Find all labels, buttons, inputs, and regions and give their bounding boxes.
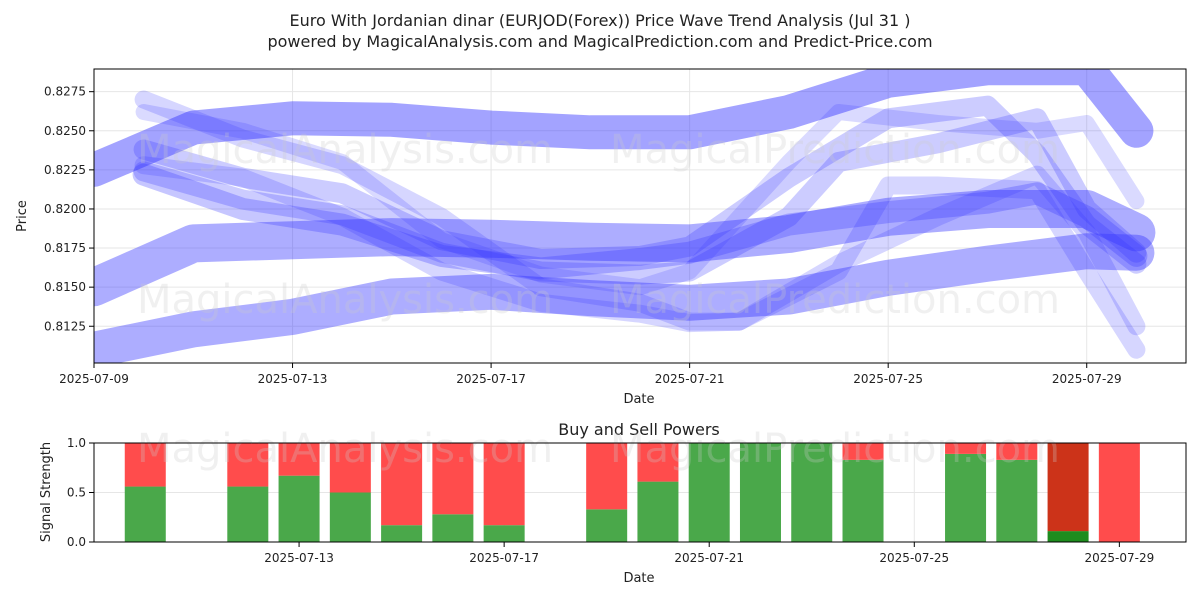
top-plot-frame [93,68,1187,364]
top-y-tick-label: 0.8275 [44,85,86,99]
buy-power-bar [278,475,320,542]
sell-power-bar [1098,443,1140,542]
bottom-x-tick-label: 2025-07-29 [1084,551,1154,565]
top-y-tick-label: 0.8250 [44,124,86,138]
buy-power-bar [329,492,371,542]
wave-series-line [134,90,1146,359]
wave-series-line [135,104,1145,296]
wave-series-line [133,108,1147,285]
sell-power-bar [483,443,525,526]
sell-power-bar [842,443,884,460]
top-x-tick-label: 2025-07-21 [655,372,725,386]
top-y-tick-label: 0.8175 [44,241,86,255]
chart-subtitle: powered by MagicalAnalysis.com and Magic… [267,32,932,51]
bottom-y-axis-label: Signal Strength [39,442,54,542]
top-x-tick-label: 2025-07-17 [456,372,526,386]
watermark-left: MagicalAnalysis.com [137,127,553,173]
top-plot-area [94,69,1156,363]
wave-series-line [94,69,1154,187]
buy-power-bar [381,525,423,542]
bottom-chart-title: Buy and Sell Powers [558,420,720,439]
bottom-x-tick-label: 2025-07-25 [879,551,949,565]
buy-power-bar [227,486,269,542]
watermark-left: MagicalAnalysis.com [137,277,553,323]
sell-power-bar [586,443,628,510]
sell-power-bar [278,443,320,476]
top-grid [93,69,1186,363]
top-y-tick-label: 0.8125 [44,319,86,333]
top-y-axis-label: Price [15,200,30,232]
bottom-plot-area [124,443,1140,542]
wave-series-line [132,163,1148,280]
buy-power-bar [791,443,833,542]
watermark-right: MagicalPrediction.com [610,426,1060,472]
sell-power-bar [1047,443,1089,532]
top-x-tick-label: 2025-07-09 [59,372,129,386]
bottom-y-tick-label: 0.0 [67,535,86,549]
buy-power-bar [842,459,884,542]
watermark-right: MagicalPrediction.com [610,277,1060,323]
buy-power-bar [1047,531,1089,542]
top-y-tick-label: 0.8150 [44,280,86,294]
top-x-tick-label: 2025-07-13 [258,372,328,386]
watermark-right: MagicalPrediction.com [610,127,1060,173]
wave-series-line [134,156,1146,336]
buy-power-bar [739,443,781,542]
bottom-x-tick-label: 2025-07-13 [264,551,334,565]
bottom-x-tick-label: 2025-07-21 [674,551,744,565]
chart-title: Euro With Jordanian dinar (EURJOD(Forex)… [290,11,911,30]
sell-power-bar [227,443,269,487]
top-x-axis-label: Date [623,392,654,407]
bottom-x-axis-label: Date [623,571,654,586]
buy-power-bar [124,486,166,542]
top-axes: 2025-07-09 2025-07-13 2025-07-17 2025-07-21… [44,85,1122,386]
wave-series-line [94,233,1155,363]
sell-power-bar [329,443,371,493]
sell-power-bar [637,443,679,482]
sell-power-bar [432,443,474,515]
sell-power-bar [381,443,423,526]
wave-series-line [133,95,1147,274]
watermark-left: MagicalAnalysis.com [137,426,553,472]
bottom-y-tick-label: 1.0 [67,436,86,450]
top-x-tick-label: 2025-07-29 [1052,372,1122,386]
bottom-y-tick-label: 0.5 [67,486,86,500]
buy-power-bar [996,459,1038,542]
sell-power-bar [945,443,987,454]
top-x-tick-label: 2025-07-25 [853,372,923,386]
buy-power-bar [637,481,679,542]
top-y-tick-label: 0.8225 [44,163,86,177]
buy-power-bar [586,509,628,542]
wave-series-line [94,190,1156,307]
top-y-tick-label: 0.8200 [44,202,86,216]
buy-power-bar [483,525,525,542]
bottom-axes: 2025-07-13 2025-07-17 2025-07-21 2025-07-25… [67,436,1154,565]
buy-power-bar [432,514,474,542]
sell-power-bar [996,443,1038,460]
sell-power-bar [124,443,166,487]
buy-power-bar [945,453,987,542]
bottom-x-tick-label: 2025-07-17 [469,551,539,565]
buy-power-bar [688,443,730,542]
